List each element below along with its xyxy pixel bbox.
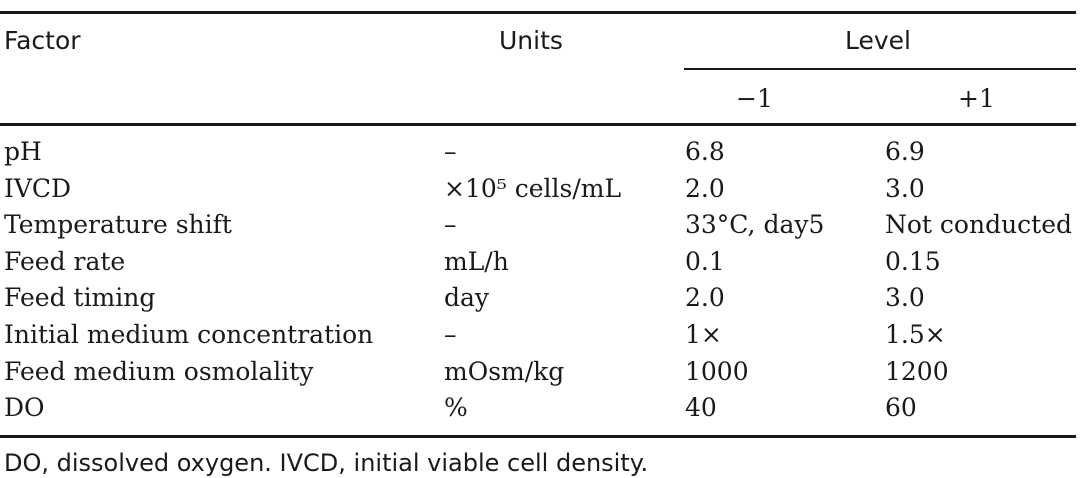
table-row: Feed medium osmolality mOsm/kg 1000 1200 (0, 354, 1080, 391)
table-row: DO % 40 60 (0, 390, 1080, 427)
cell-level-low: 0.1 (685, 246, 725, 276)
cell-factor: Feed timing (4, 283, 156, 313)
cell-units: mOsm/kg (444, 356, 565, 386)
cell-level-high: 3.0 (885, 173, 925, 203)
cell-factor: Feed medium osmolality (4, 356, 314, 386)
cell-level-low: 6.8 (685, 137, 725, 166)
cell-level-high: 60 (885, 393, 917, 423)
table-row: Initial medium concentration – 1× 1.5× (0, 317, 1080, 354)
table-footnote: DO, dissolved oxygen. IVCD, initial viab… (4, 449, 649, 477)
cell-level-high: 6.9 (885, 137, 925, 166)
cell-units: mL/h (444, 246, 509, 276)
cell-units: day (444, 283, 490, 313)
cell-level-high: 0.15 (885, 246, 941, 276)
cell-factor: IVCD (4, 173, 72, 203)
level-rule (684, 68, 1076, 70)
bottom-rule (0, 435, 1076, 438)
cell-units: % (444, 393, 468, 423)
cell-factor: pH (4, 137, 42, 166)
cell-factor: Temperature shift (4, 210, 232, 240)
cell-level-high: Not conducted (885, 210, 1073, 240)
cell-level-low: 2.0 (685, 283, 725, 313)
cell-level-high: 3.0 (885, 283, 925, 313)
cell-factor: Initial medium concentration (4, 319, 374, 349)
cell-level-high: 1.5× (885, 319, 946, 349)
cell-level-low: 2.0 (685, 173, 725, 203)
header-level-high: +1 (958, 84, 995, 113)
header-factor: Factor (4, 26, 81, 55)
cell-factor: DO (4, 393, 45, 423)
cell-level-low: 40 (685, 393, 717, 423)
cell-units: – (444, 137, 457, 166)
cell-level-low: 33°C, day5 (685, 210, 825, 240)
header-units: Units (499, 26, 563, 55)
table-row: pH – 6.8 6.9 (0, 134, 1080, 171)
cell-level-low: 1000 (685, 356, 749, 386)
table-row: Temperature shift – 33°C, day5 Not condu… (0, 207, 1080, 244)
header-level: Level (845, 26, 911, 55)
cell-units: – (444, 319, 457, 349)
header-rule (0, 123, 1076, 126)
cell-level-high: 1200 (885, 356, 949, 386)
cell-factor: Feed rate (4, 246, 126, 276)
cell-units: – (444, 210, 457, 240)
top-rule (0, 11, 1076, 14)
table-row: IVCD ×10⁵ cells/mL 2.0 3.0 (0, 171, 1080, 208)
table-row: Feed timing day 2.0 3.0 (0, 280, 1080, 317)
table-row: Feed rate mL/h 0.1 0.15 (0, 244, 1080, 281)
cell-level-low: 1× (685, 319, 722, 349)
header-level-low: −1 (736, 84, 773, 113)
table-body: pH – 6.8 6.9 IVCD ×10⁵ cells/mL 2.0 3.0 … (0, 134, 1080, 427)
cell-units: ×10⁵ cells/mL (444, 173, 622, 203)
